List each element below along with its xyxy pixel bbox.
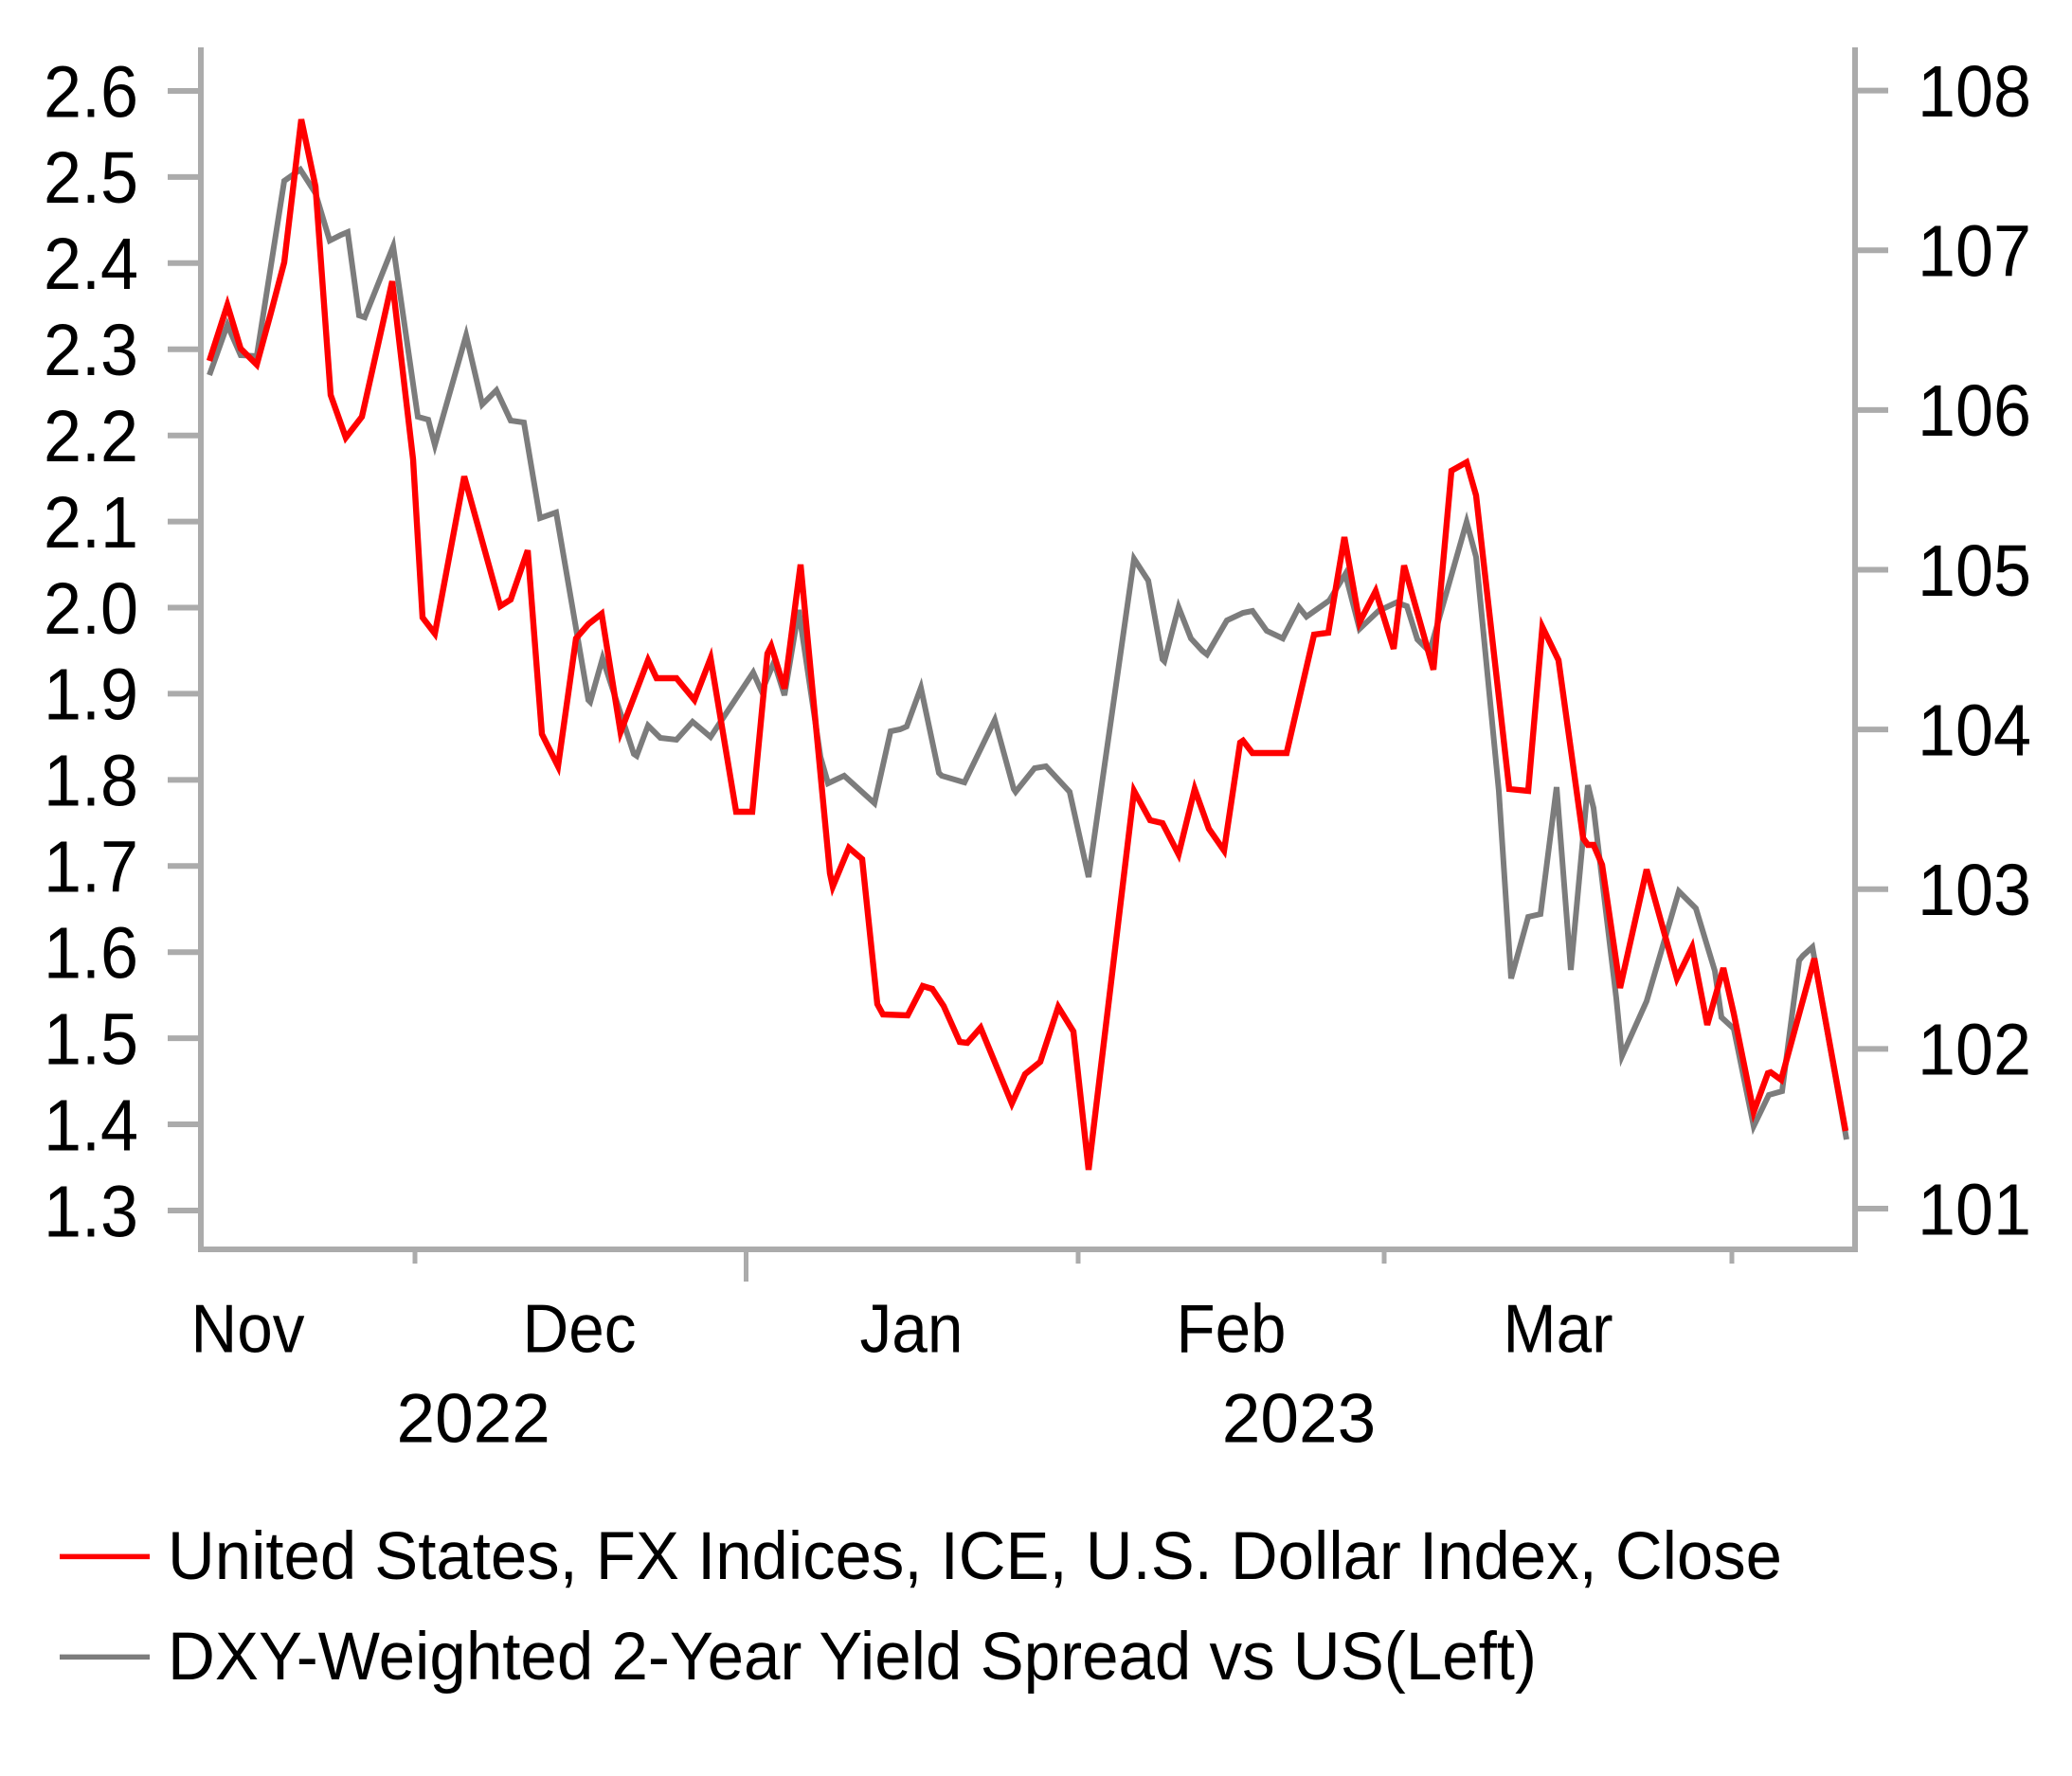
svg-text:106: 106 — [1918, 370, 2031, 452]
svg-text:103: 103 — [1918, 850, 2031, 931]
svg-text:United States, FX Indices, ICE: United States, FX Indices, ICE, U.S. Dol… — [168, 1518, 1782, 1594]
svg-text:2023: 2023 — [1222, 1380, 1376, 1457]
svg-text:Dec: Dec — [523, 1292, 637, 1368]
svg-text:104: 104 — [1918, 690, 2031, 771]
svg-text:101: 101 — [1918, 1169, 2031, 1250]
svg-text:Jan: Jan — [860, 1292, 964, 1368]
svg-text:108: 108 — [1918, 51, 2031, 133]
svg-text:105: 105 — [1918, 530, 2031, 612]
svg-text:102: 102 — [1918, 1010, 2031, 1091]
svg-text:2.1: 2.1 — [44, 482, 138, 564]
svg-text:2.0: 2.0 — [44, 568, 138, 650]
svg-text:1.8: 1.8 — [44, 741, 138, 822]
svg-text:DXY-Weighted 2-Year Yield Spre: DXY-Weighted 2-Year Yield Spread vs US(L… — [168, 1619, 1537, 1695]
svg-text:1.3: 1.3 — [44, 1171, 138, 1252]
svg-text:1.7: 1.7 — [44, 827, 138, 908]
svg-text:2.3: 2.3 — [44, 310, 138, 391]
svg-text:1.5: 1.5 — [44, 998, 138, 1080]
svg-text:1.6: 1.6 — [44, 913, 138, 995]
svg-text:Feb: Feb — [1177, 1292, 1287, 1368]
svg-text:2.6: 2.6 — [44, 51, 138, 133]
svg-text:1.4: 1.4 — [44, 1085, 138, 1166]
svg-text:2.4: 2.4 — [44, 224, 138, 305]
svg-text:2.2: 2.2 — [44, 396, 138, 477]
svg-text:Mar: Mar — [1504, 1292, 1613, 1368]
svg-text:1.9: 1.9 — [44, 655, 138, 736]
svg-text:Nov: Nov — [191, 1292, 305, 1368]
svg-text:2.5: 2.5 — [44, 137, 138, 219]
svg-text:107: 107 — [1918, 211, 2031, 293]
svg-text:2022: 2022 — [396, 1380, 550, 1457]
